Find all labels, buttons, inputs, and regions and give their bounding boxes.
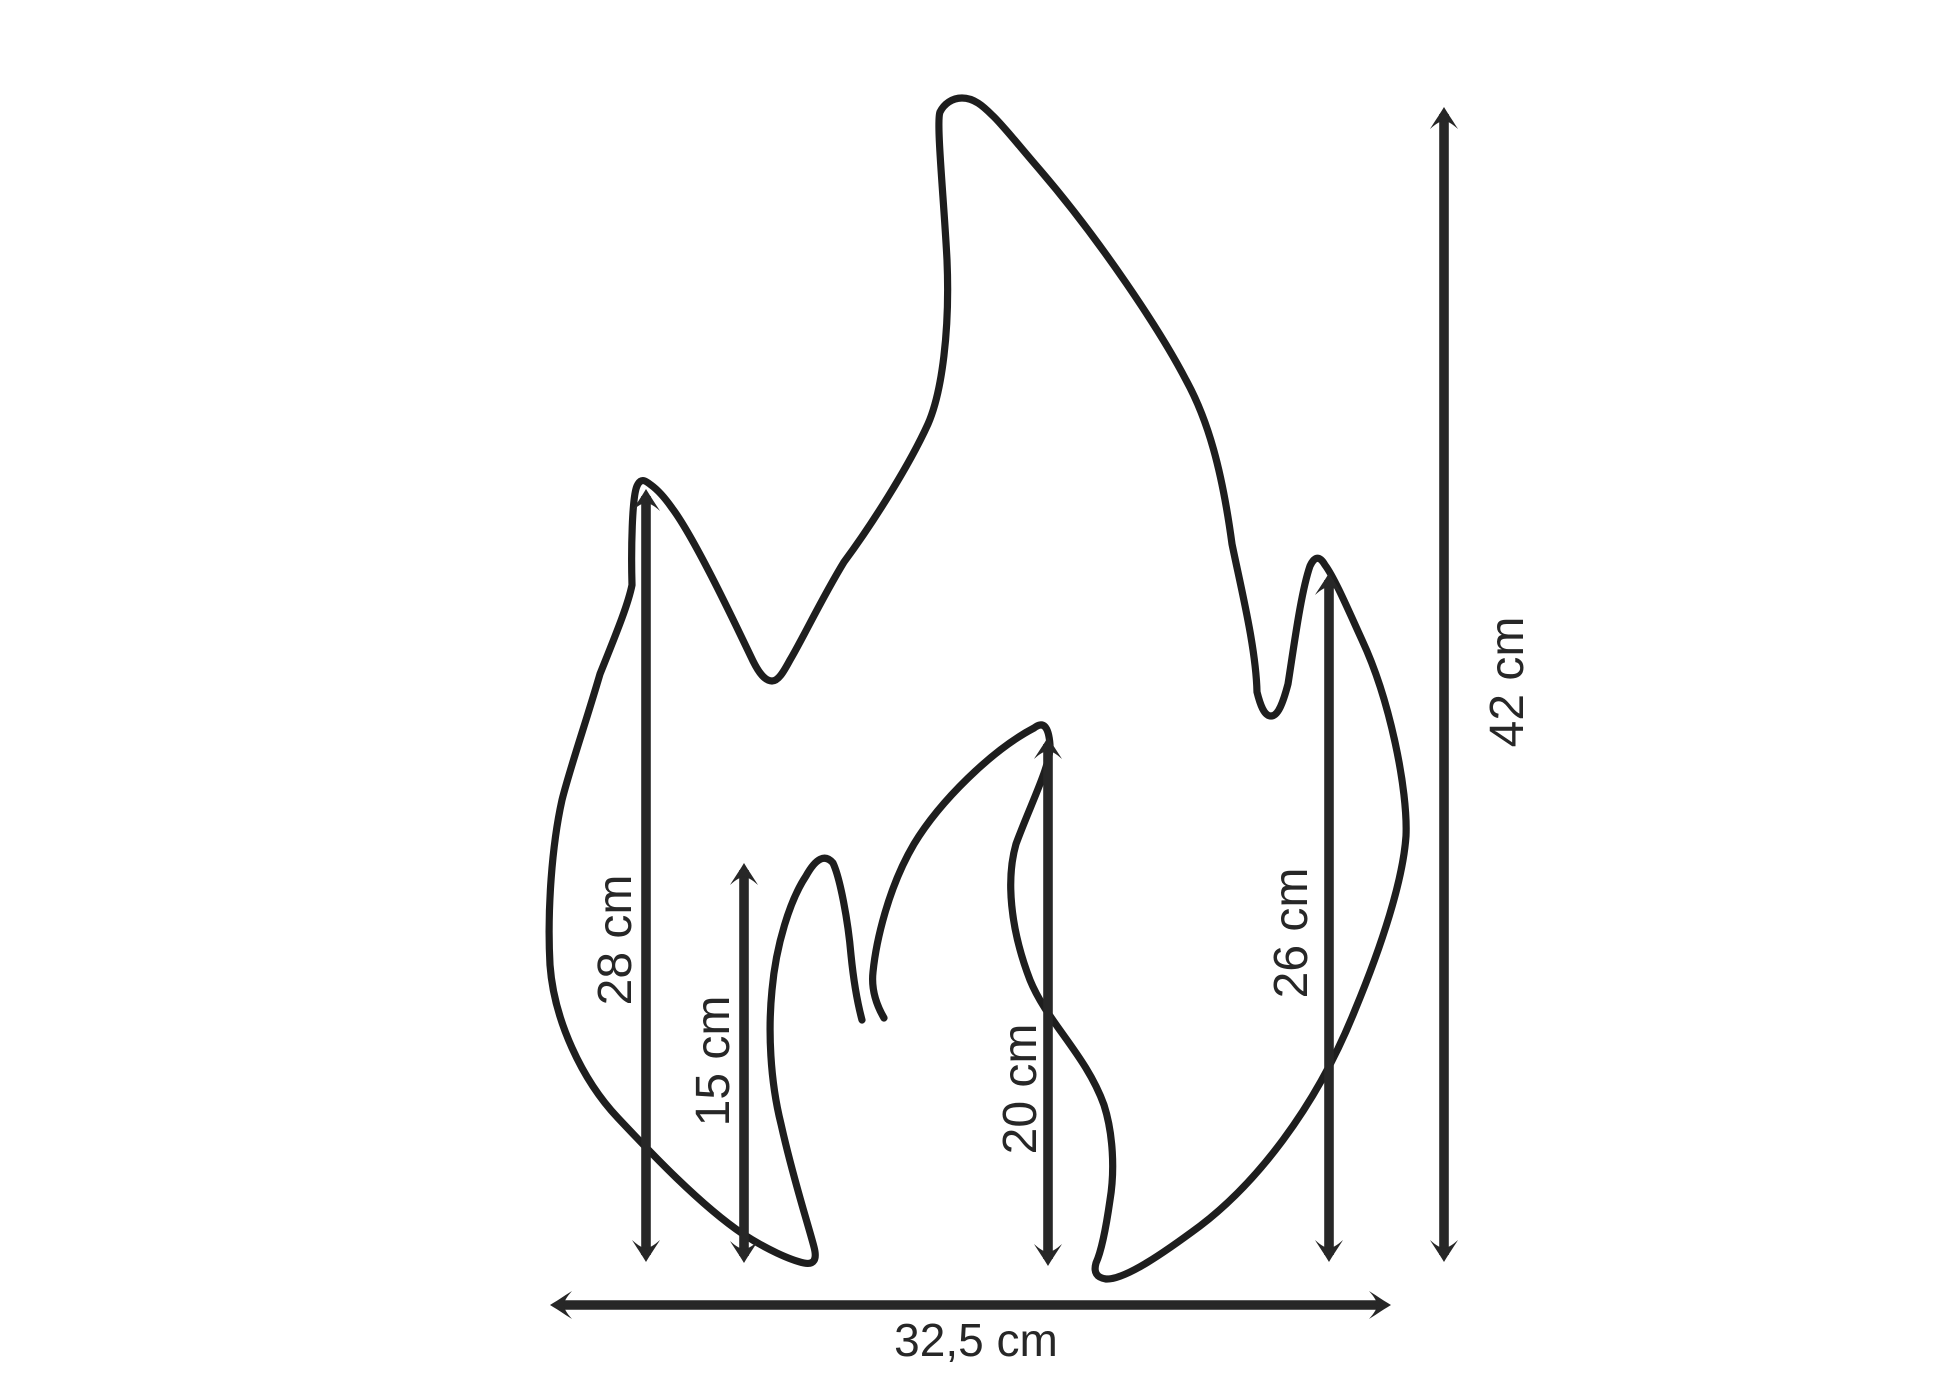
svg-text:20 cm: 20 cm bbox=[994, 1024, 1047, 1155]
svg-text:15 cm: 15 cm bbox=[687, 996, 740, 1127]
svg-text:32,5 cm: 32,5 cm bbox=[894, 1314, 1058, 1366]
svg-text:26 cm: 26 cm bbox=[1265, 868, 1318, 999]
svg-text:28 cm: 28 cm bbox=[589, 875, 642, 1006]
svg-text:42 cm: 42 cm bbox=[1481, 617, 1534, 748]
